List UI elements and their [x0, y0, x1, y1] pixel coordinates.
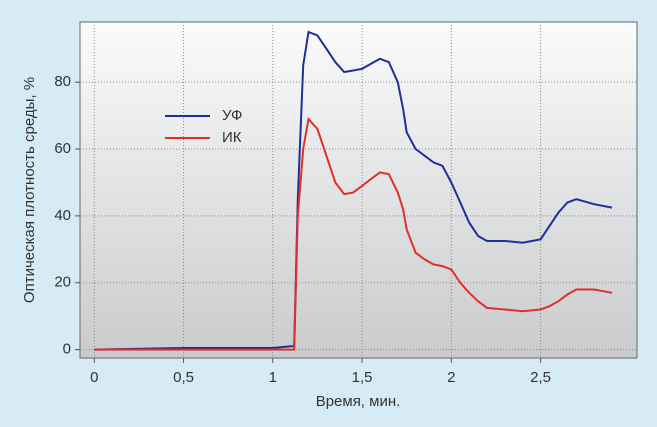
legend-label: УФ [222, 107, 242, 124]
x-tick-label: 0 [90, 369, 98, 386]
y-tick-label: 60 [54, 140, 71, 157]
plot-area [79, 21, 638, 359]
data-line [94, 116, 613, 351]
x-tick-label: 1 [269, 369, 277, 386]
data-line [94, 30, 613, 351]
y-tick-label: 80 [54, 73, 71, 90]
x-tick-label: 1,5 [352, 369, 373, 386]
x-tick-label: 2 [447, 369, 455, 386]
y-tick-label: 0 [63, 341, 71, 358]
y-tick-label: 20 [54, 274, 71, 291]
legend-label: ИК [222, 129, 242, 146]
y-axis-title: Оптическая плотность среды, % [21, 77, 38, 303]
y-tick-label: 40 [54, 207, 71, 224]
x-axis-title: Время, мин. [316, 393, 401, 410]
x-tick-label: 0,5 [173, 369, 194, 386]
x-tick-label: 2,5 [530, 369, 551, 386]
